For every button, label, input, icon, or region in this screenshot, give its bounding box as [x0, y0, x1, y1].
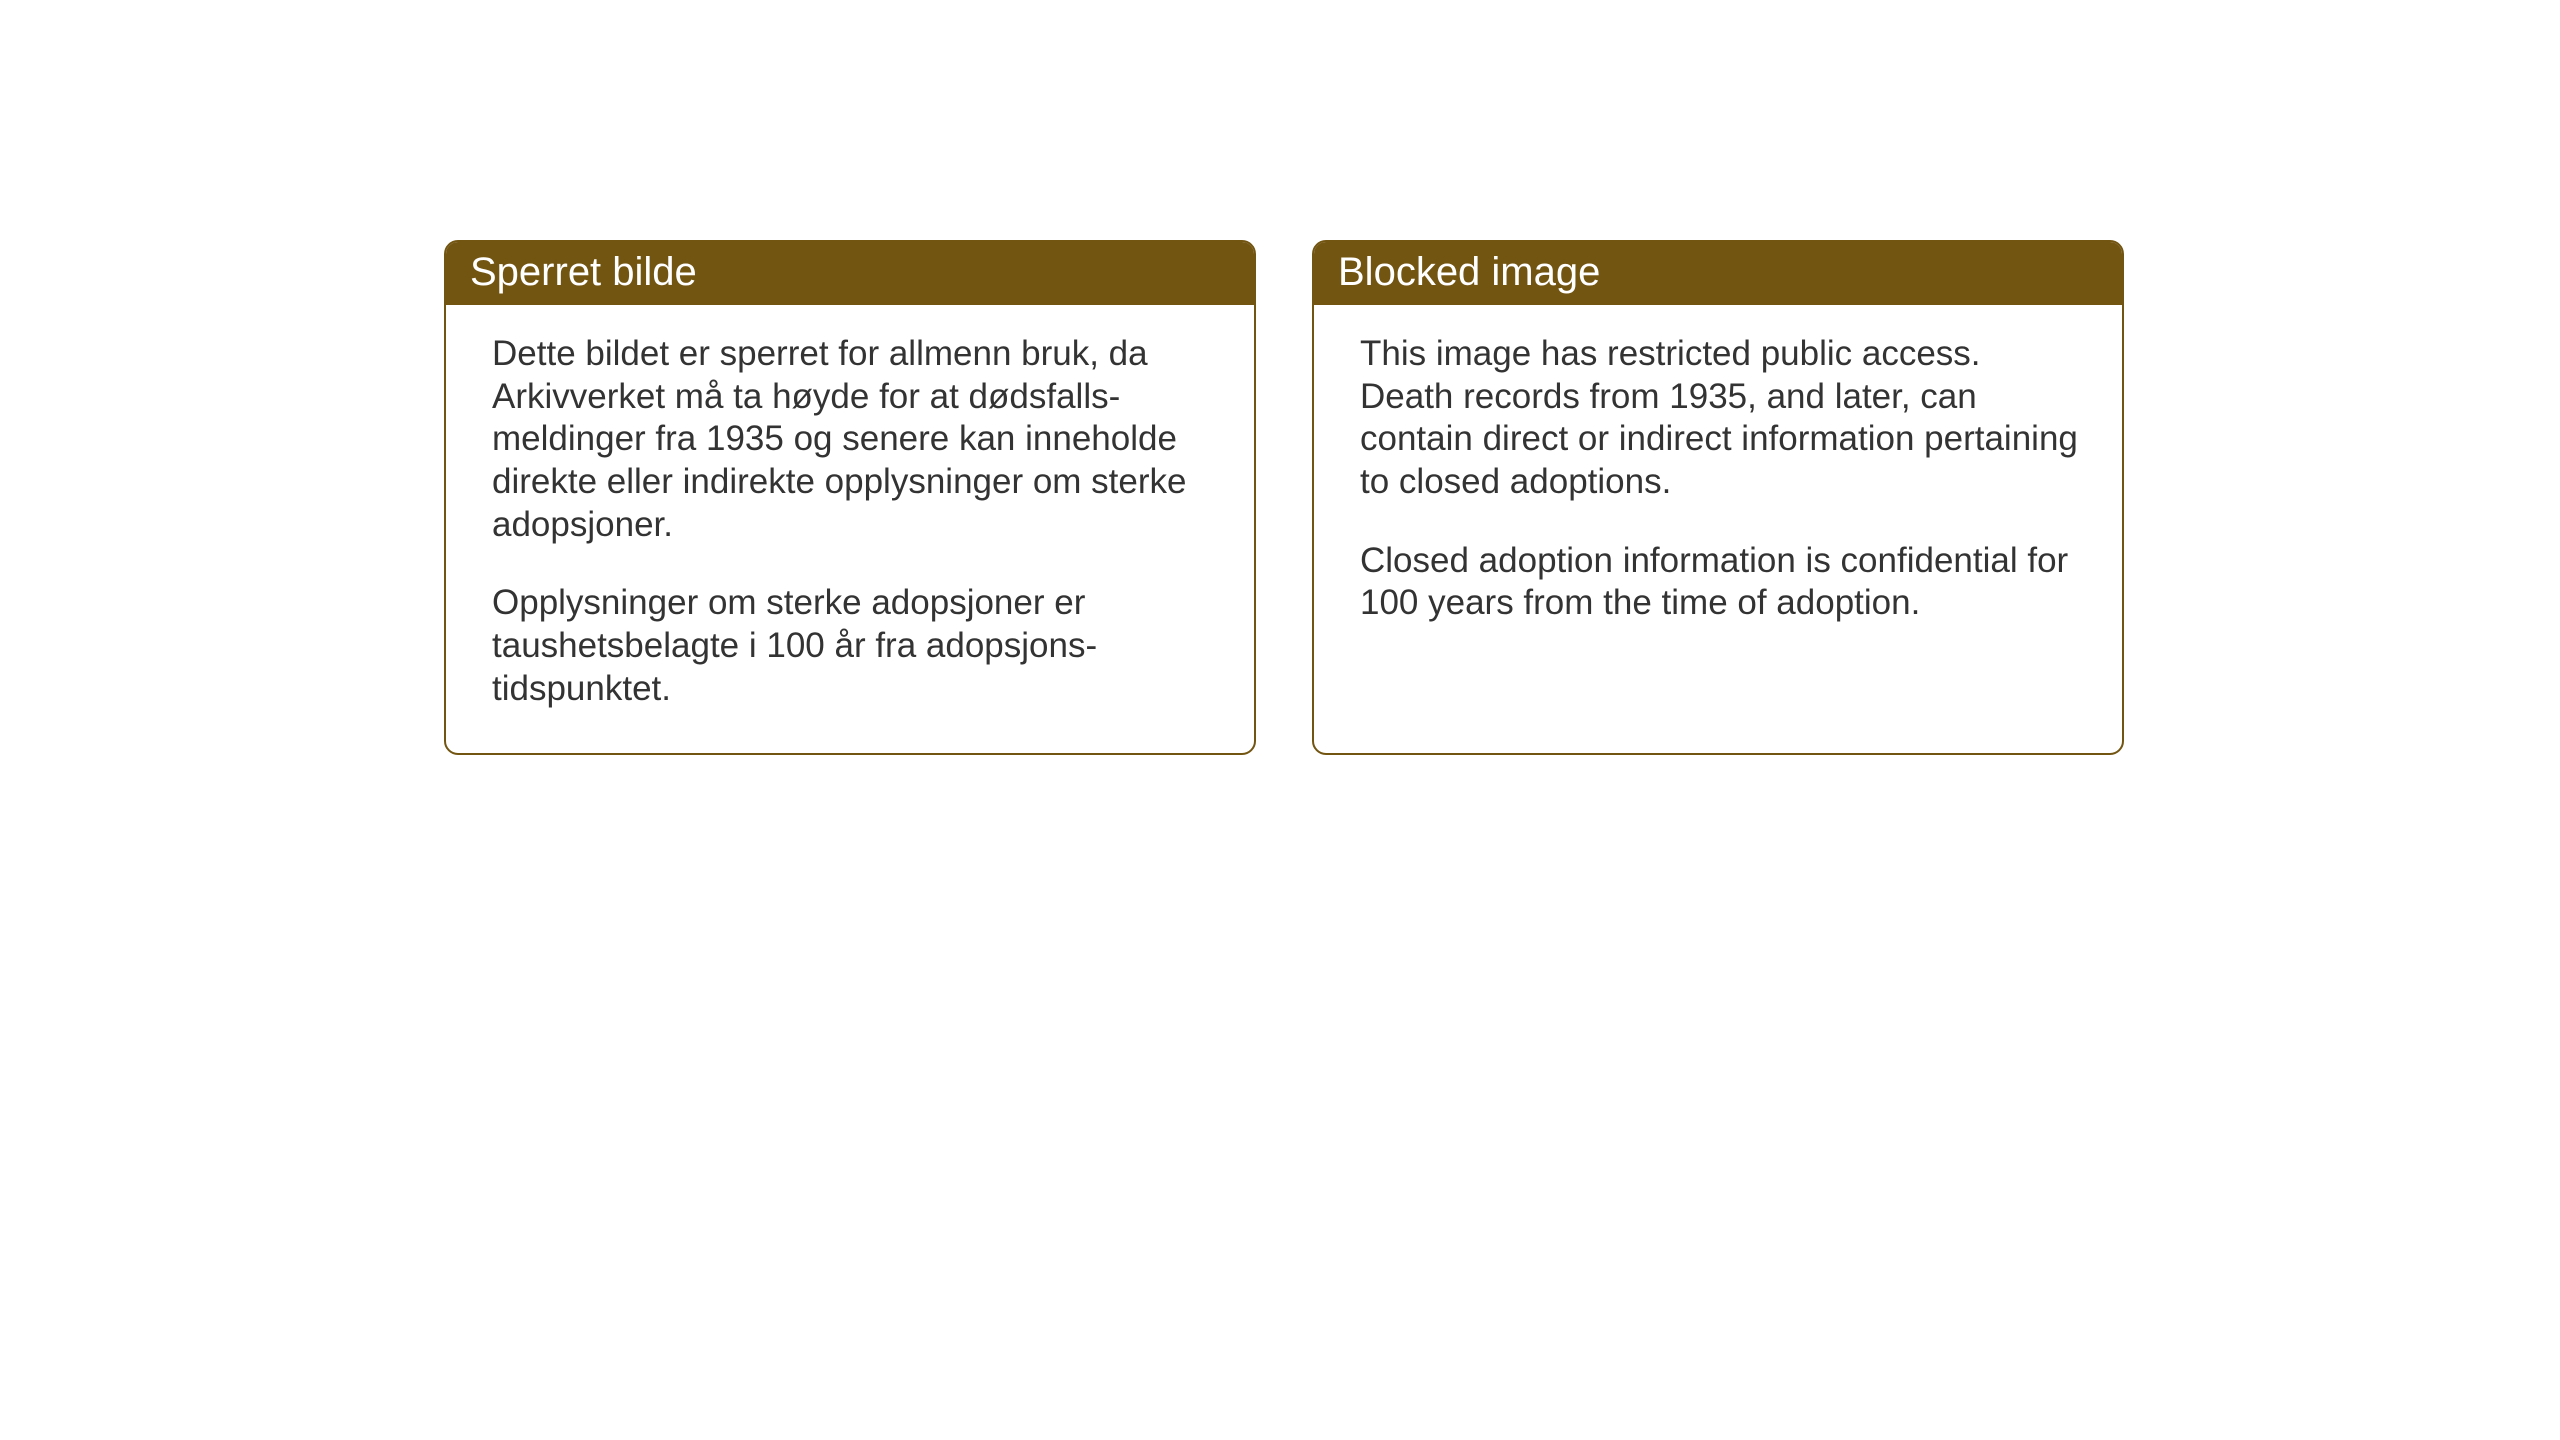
- norwegian-paragraph-2: Opplysninger om sterke adopsjoner er tau…: [492, 582, 1212, 710]
- notice-container: Sperret bilde Dette bildet er sperret fo…: [0, 0, 2560, 755]
- english-paragraph-2: Closed adoption information is confident…: [1360, 540, 2080, 625]
- english-paragraph-1: This image has restricted public access.…: [1360, 333, 2080, 504]
- norwegian-paragraph-1: Dette bildet er sperret for allmenn bruk…: [492, 333, 1212, 546]
- norwegian-card-body: Dette bildet er sperret for allmenn bruk…: [446, 305, 1254, 753]
- english-notice-card: Blocked image This image has restricted …: [1312, 240, 2124, 755]
- norwegian-card-title: Sperret bilde: [446, 242, 1254, 305]
- english-card-title: Blocked image: [1314, 242, 2122, 305]
- norwegian-notice-card: Sperret bilde Dette bildet er sperret fo…: [444, 240, 1256, 755]
- english-card-body: This image has restricted public access.…: [1314, 305, 2122, 667]
